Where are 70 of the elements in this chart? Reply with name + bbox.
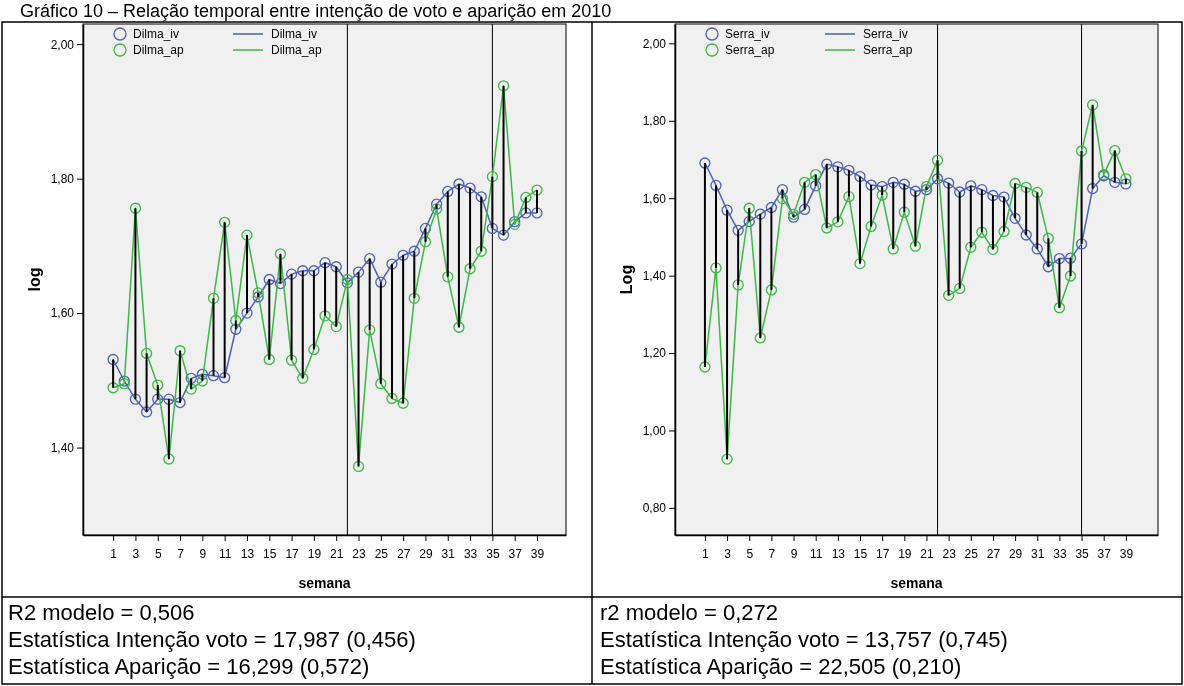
x-tick-label: 37: [508, 547, 523, 562]
x-tick-label: 21: [330, 547, 344, 562]
x-tick-label: 37: [1097, 547, 1112, 562]
x-tick-label: 15: [853, 547, 868, 562]
text: R2 modelo = 0,506: [8, 600, 195, 625]
x-tick-label: 29: [1008, 547, 1023, 562]
legend-label: Dilma_iv: [133, 27, 180, 41]
x-tick-label: 33: [1053, 547, 1067, 562]
x-tick-label: 13: [831, 547, 846, 562]
x-tick-label: 39: [1119, 547, 1134, 562]
x-tick-label: 31: [1031, 547, 1045, 562]
x-tick-label: 9: [199, 547, 207, 562]
x-tick-label: 27: [986, 547, 1001, 562]
x-tick-label: 1: [110, 547, 118, 562]
x-tick-label: 13: [240, 547, 255, 562]
x-tick-label: 23: [352, 547, 367, 562]
y-tick-label: 1,00: [642, 423, 667, 438]
x-tick-label: 29: [419, 547, 433, 562]
x-tick-label: 5: [154, 547, 162, 562]
x-tick-label: 25: [374, 547, 389, 562]
x-tick-label: 7: [177, 547, 185, 562]
x-tick-label: 17: [875, 547, 890, 562]
x-tick-label: 7: [768, 547, 776, 562]
y-tick-label: 2,00: [642, 36, 667, 51]
y-tick-label: 1,40: [642, 268, 667, 283]
x-tick-label: 39: [530, 547, 545, 562]
x-axis-title: semana: [298, 575, 351, 591]
x-tick-label: 31: [441, 547, 456, 562]
y-tick-label: 1,60: [642, 191, 667, 206]
y-tick-label: 2,00: [50, 37, 75, 52]
y-tick-label: 0,80: [642, 501, 667, 516]
x-tick-label: 11: [809, 547, 823, 562]
text: Estatística Intenção voto = 17,987 (0,456): [8, 627, 416, 652]
text: Dilma_iv: [271, 27, 318, 41]
x-tick-label: 21: [920, 547, 934, 562]
x-tick-label: 15: [263, 547, 277, 562]
x-tick-label: 17: [285, 547, 300, 562]
legend-label: Serra_iv: [725, 27, 770, 41]
x-tick-label: 5: [746, 547, 754, 562]
text: Estatística Intenção voto = 13,757 (0,745): [600, 627, 1008, 652]
y-axis-title: log: [26, 267, 43, 292]
text: Estatística Aparição = 16,299 (0,572): [8, 654, 370, 679]
x-tick-label: 35: [1075, 547, 1090, 562]
y-tick-label: 1,20: [642, 346, 667, 361]
x-tick-label: 27: [396, 547, 411, 562]
x-axis-title: semana: [890, 575, 943, 591]
x-tick-label: 33: [463, 547, 478, 562]
y-tick-label: 1,80: [642, 114, 667, 129]
x-tick-label: 9: [790, 547, 798, 562]
text: Estatística Aparição = 22,505 (0,210): [600, 654, 962, 679]
legend-label: Serra_ap: [725, 43, 775, 57]
y-axis-title: Log: [618, 264, 635, 295]
x-tick-label: 1: [702, 547, 710, 562]
legend-label: Dilma_ap: [133, 43, 185, 57]
x-tick-label: 23: [942, 547, 957, 562]
x-tick-label: 3: [132, 547, 140, 562]
x-tick-label: 35: [486, 547, 500, 562]
text: Dilma_ap: [271, 43, 322, 57]
y-tick-label: 1,60: [50, 306, 75, 321]
x-tick-label: 25: [964, 547, 979, 562]
x-tick-label: 19: [898, 547, 912, 562]
y-tick-label: 1,40: [50, 440, 75, 455]
x-tick-label: 11: [218, 547, 232, 562]
text: Serra_ap: [863, 43, 913, 57]
text: Serra_iv: [863, 27, 908, 41]
text: r2 modelo = 0,272: [600, 600, 778, 625]
y-tick-label: 1,80: [50, 171, 75, 186]
chart-title: Gráfico 10 – Relação temporal entre intenção de voto e aparição em 2010: [20, 1, 612, 21]
x-tick-label: 19: [307, 547, 322, 562]
x-tick-label: 3: [724, 547, 732, 562]
